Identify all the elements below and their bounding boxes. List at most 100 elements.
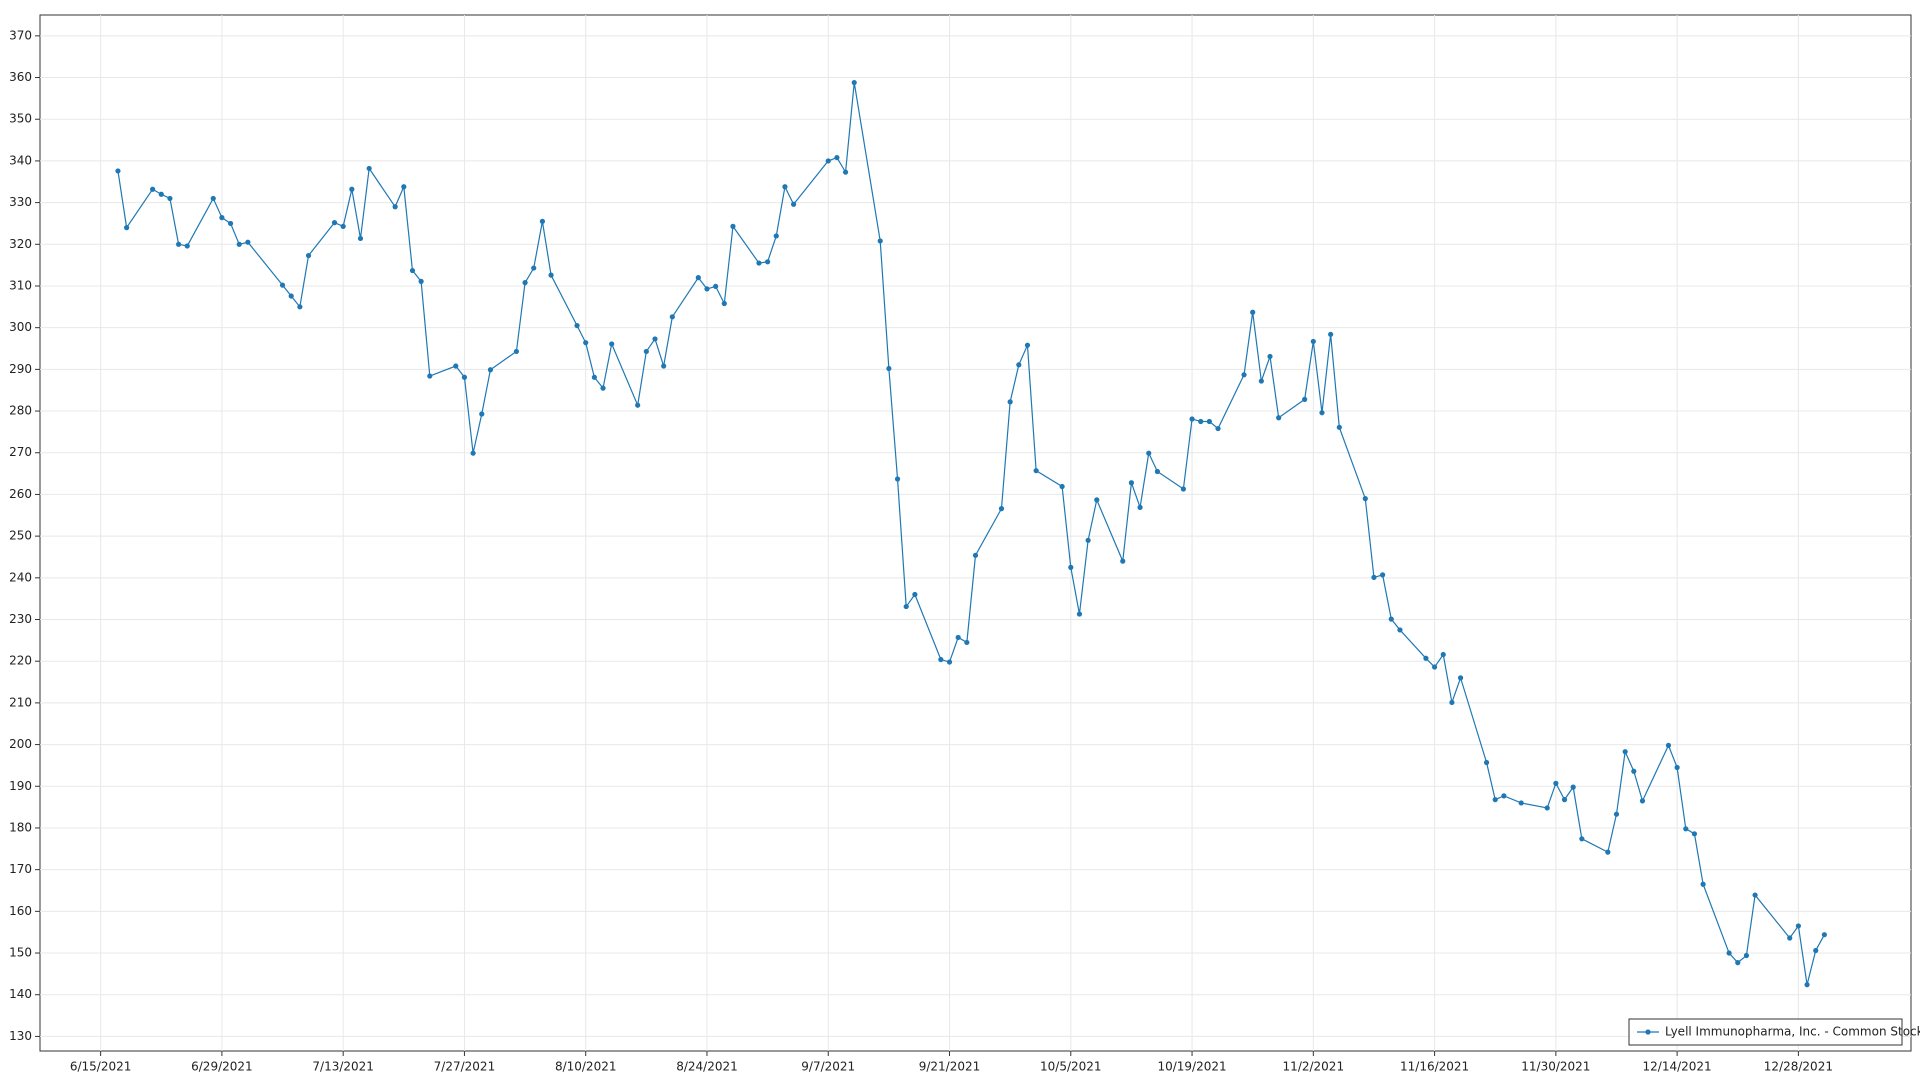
point — [713, 283, 719, 290]
point — [1388, 616, 1394, 622]
y-tick-label: 170 — [9, 862, 32, 876]
point — [894, 476, 901, 482]
point — [964, 639, 970, 646]
point — [842, 169, 849, 175]
y-tick-label: 230 — [9, 612, 32, 626]
point — [834, 154, 840, 161]
point — [1553, 780, 1559, 786]
point — [1120, 558, 1126, 564]
point — [1258, 378, 1264, 384]
x-tick-label: 7/27/2021 — [434, 1060, 496, 1074]
point — [1821, 932, 1827, 938]
point — [635, 402, 641, 408]
point — [1674, 764, 1680, 771]
point — [522, 280, 528, 286]
y-tick-label: 280 — [9, 404, 32, 418]
point — [903, 603, 909, 610]
y-tick-label: 150 — [9, 946, 32, 960]
point — [1605, 849, 1611, 855]
point — [1449, 699, 1455, 706]
x-tick-label: 12/14/2021 — [1643, 1060, 1712, 1074]
point — [609, 341, 615, 347]
point — [401, 184, 407, 190]
point — [1250, 309, 1256, 315]
point — [1336, 424, 1342, 430]
y-tick-label: 210 — [9, 695, 32, 709]
point — [825, 158, 831, 164]
point — [392, 204, 398, 210]
point — [1631, 768, 1637, 774]
point — [245, 239, 251, 245]
point — [453, 363, 459, 369]
point — [167, 195, 173, 202]
x-tick-label: 11/16/2021 — [1400, 1060, 1469, 1074]
y-tick-label: 200 — [9, 737, 32, 751]
point — [998, 506, 1005, 512]
x-tick-label: 9/21/2021 — [919, 1060, 981, 1074]
point — [1639, 798, 1646, 804]
point — [1665, 742, 1672, 749]
y-tick-label: 270 — [9, 445, 32, 459]
point — [1076, 611, 1083, 617]
point — [115, 168, 121, 174]
point — [1302, 396, 1308, 402]
point — [1492, 797, 1498, 803]
point — [219, 215, 225, 221]
y-tick-label: 240 — [9, 570, 32, 584]
point — [1328, 331, 1334, 337]
point — [1579, 836, 1585, 842]
point — [669, 314, 675, 320]
y-tick-label: 320 — [9, 237, 32, 251]
point — [470, 450, 476, 456]
point — [1189, 416, 1195, 422]
y-tick-label: 290 — [9, 362, 32, 376]
x-tick-label: 6/15/2021 — [70, 1060, 132, 1074]
x-tick-label: 7/13/2021 — [312, 1060, 374, 1074]
point — [1431, 664, 1438, 670]
y-tick-label: 310 — [9, 278, 32, 292]
point — [773, 233, 779, 239]
point — [574, 322, 580, 329]
x-tick-label: 11/2/2021 — [1283, 1060, 1345, 1074]
legend-marker — [1645, 1029, 1651, 1035]
point — [1787, 935, 1793, 941]
point — [1024, 342, 1031, 348]
point — [1267, 353, 1273, 360]
point — [1154, 468, 1161, 475]
point — [297, 304, 303, 310]
point — [1085, 537, 1091, 543]
point — [1362, 496, 1368, 502]
point — [583, 340, 589, 346]
point — [782, 184, 788, 190]
point — [1691, 831, 1698, 837]
point — [1276, 415, 1282, 421]
point — [236, 241, 242, 247]
point — [661, 363, 667, 369]
point — [591, 374, 597, 380]
point — [730, 223, 736, 229]
point — [331, 220, 338, 226]
point — [1380, 572, 1386, 578]
legend-box — [1628, 1018, 1903, 1046]
y-tick-label: 300 — [9, 320, 32, 334]
point — [1700, 881, 1706, 887]
point — [1752, 892, 1758, 898]
point — [175, 241, 182, 247]
point — [539, 218, 545, 224]
point — [1146, 450, 1152, 456]
point — [886, 365, 892, 372]
point — [279, 282, 286, 288]
point — [877, 238, 883, 244]
x-tick-label: 8/10/2021 — [555, 1060, 617, 1074]
point — [1726, 950, 1732, 956]
y-tick-label: 220 — [9, 654, 32, 668]
y-tick-label: 360 — [9, 70, 32, 84]
plot-area — [39, 14, 1912, 1052]
point — [150, 186, 156, 192]
x-tick-label: 11/30/2021 — [1521, 1060, 1590, 1074]
point — [972, 552, 979, 558]
legend-label: Lyell Immunopharma, Inc. - Common Stock — [1665, 1025, 1920, 1039]
x-tick-label: 6/29/2021 — [191, 1060, 253, 1074]
point — [912, 591, 918, 598]
point — [288, 293, 294, 299]
